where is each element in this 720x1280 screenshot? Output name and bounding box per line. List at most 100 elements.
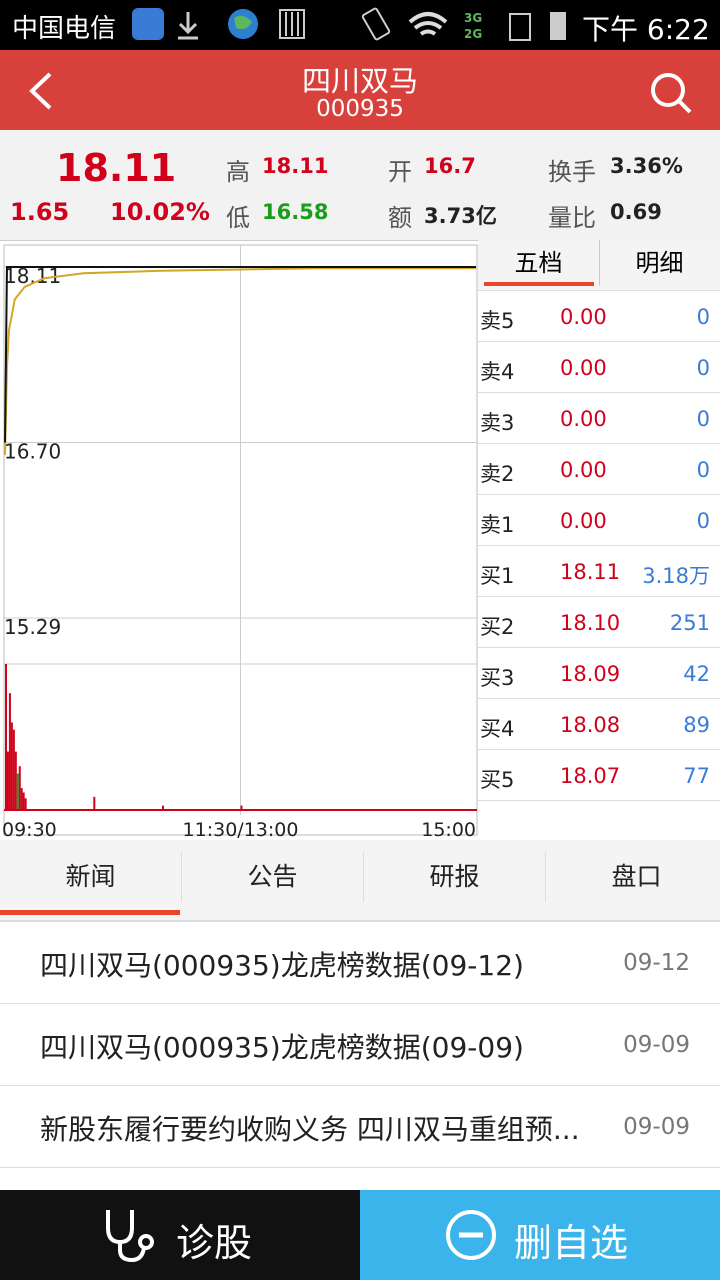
news-date: 09-12 — [623, 950, 690, 976]
stock-name: 四川双马 — [301, 64, 418, 98]
carrier: 中国电信 — [12, 14, 117, 44]
volume-ratio: 0.69 — [610, 200, 662, 224]
row-price: 0.00 — [560, 509, 607, 533]
tab[interactable]: 盘口 — [611, 862, 662, 891]
price-line — [4, 266, 476, 443]
volume-bar — [6, 751, 9, 810]
news-item[interactable]: 四川双马(000935)龙虎榜数据(09-12) 09-12 — [0, 922, 720, 1004]
news-item[interactable]: 四川双马(000935)龙虎榜数据(09-09) 09-09 — [0, 1004, 720, 1086]
button-label: 删自选 — [514, 1221, 629, 1265]
row-price: 18.09 — [560, 662, 621, 686]
news-item[interactable]: 新股东履行要约收购义务 四川双马重组预... 09-09 — [0, 1086, 720, 1168]
svg-text:3G: 3G — [464, 11, 482, 25]
row-label: 买4 — [480, 717, 515, 741]
book-tab[interactable]: 明细 — [635, 249, 684, 277]
row-price: 18.07 — [560, 764, 621, 788]
diagnose-button[interactable]: 诊股 — [0, 1190, 360, 1280]
row-price: 0.00 — [560, 458, 607, 482]
volume-bar — [162, 805, 164, 810]
stock-code: 000935 — [316, 96, 404, 122]
high: 18.11 — [262, 154, 329, 178]
row-volume: 42 — [683, 662, 710, 686]
book-row: 卖3 0.00 0 — [478, 393, 720, 444]
y-tick-label: 16.70 — [4, 440, 61, 464]
tab-bar: 新闻 公告 研报 盘口 — [0, 840, 720, 922]
tab-indicator — [484, 282, 594, 286]
news-date: 09-09 — [623, 1032, 690, 1058]
row-label: 卖3 — [480, 411, 515, 435]
row-volume: 0 — [696, 458, 710, 482]
label: 开 — [388, 158, 412, 186]
book-row: 卖1 0.00 0 — [478, 495, 720, 546]
row-label: 卖5 — [480, 309, 515, 333]
header: 四川双马 000935 — [0, 50, 720, 130]
tab[interactable]: 公告 — [182, 852, 364, 902]
book-row: 买2 18.10 251 — [478, 597, 720, 648]
amount: 3.73亿 — [424, 204, 497, 228]
status-bar: 中国电信 3G 2G 下午 6:22 — [0, 0, 720, 50]
order-book: 五档 明细 卖5 0.00 0 卖4 0.00 0 卖3 0.00 0 卖2 0.00 0 卖1 0.00… — [478, 240, 720, 840]
button-label: 诊股 — [176, 1221, 253, 1265]
news-date: 09-09 — [623, 1114, 690, 1140]
volume-bar — [240, 805, 243, 810]
row-price: 18.10 — [560, 611, 621, 635]
minus-icon — [446, 1210, 496, 1260]
row-label: 卖1 — [480, 513, 515, 537]
change-pct: 10.02% — [110, 198, 210, 226]
volume-bar — [20, 788, 23, 810]
label: 量比 — [548, 204, 596, 232]
label: 额 — [388, 204, 412, 232]
tab[interactable]: 新闻 — [0, 852, 182, 902]
volume-bar — [93, 796, 96, 810]
back-button[interactable] — [26, 70, 56, 112]
row-label: 买3 — [480, 666, 515, 690]
change: 1.65 — [10, 198, 70, 226]
row-volume: 251 — [669, 611, 710, 635]
turnover: 3.36% — [610, 154, 683, 178]
search-button[interactable] — [648, 70, 694, 116]
tab-indicator — [0, 910, 180, 915]
book-row: 买4 18.08 89 — [478, 699, 720, 750]
volume-bar — [14, 751, 17, 810]
label: 高 — [226, 158, 250, 186]
volume-bar — [12, 729, 15, 810]
row-volume: 77 — [683, 764, 710, 788]
book-row: 卖5 0.00 0 — [478, 291, 720, 342]
book-tab[interactable]: 五档 — [478, 240, 600, 286]
row-volume: 0 — [696, 356, 710, 380]
volume-bar — [10, 722, 13, 810]
y-tick-label: 15.29 — [4, 615, 61, 639]
row-volume: 0 — [696, 407, 710, 431]
book-row: 买5 18.07 77 — [478, 750, 720, 801]
row-volume: 89 — [683, 713, 710, 737]
x-tick-label: 15:00 — [421, 819, 476, 840]
average-line — [4, 267, 476, 455]
row-price: 18.11 — [560, 560, 621, 584]
volume-bar — [24, 798, 27, 810]
svg-text:2G: 2G — [464, 27, 482, 41]
row-price: 0.00 — [560, 356, 607, 380]
book-row: 卖2 0.00 0 — [478, 444, 720, 495]
low: 16.58 — [262, 200, 329, 224]
row-price: 18.08 — [560, 713, 621, 737]
remove-watchlist-button[interactable]: 删自选 — [360, 1190, 720, 1280]
x-tick-label: 11:30/13:00 — [183, 819, 299, 840]
label: 换手 — [548, 158, 596, 186]
row-label: 买5 — [480, 768, 515, 792]
book-row: 卖4 0.00 0 — [478, 342, 720, 393]
row-price: 0.00 — [560, 305, 607, 329]
news-title: 四川双马(000935)龙虎榜数据(09-09) — [40, 1031, 524, 1064]
news-title: 四川双马(000935)龙虎榜数据(09-12) — [40, 949, 524, 982]
row-volume: 0 — [696, 509, 710, 533]
row-label: 卖4 — [480, 360, 515, 384]
book-row: 买3 18.09 42 — [478, 648, 720, 699]
price: 18.11 — [56, 146, 177, 190]
x-tick-label: 09:30 — [2, 819, 57, 840]
row-volume: 3.18万 — [642, 564, 710, 588]
volume-bar — [8, 693, 11, 810]
tab[interactable]: 研报 — [364, 852, 546, 902]
quote-panel: 18.11 1.65 10.02% 高 18.11 低 16.58 开 16.7… — [0, 130, 720, 241]
row-volume: 0 — [696, 305, 710, 329]
